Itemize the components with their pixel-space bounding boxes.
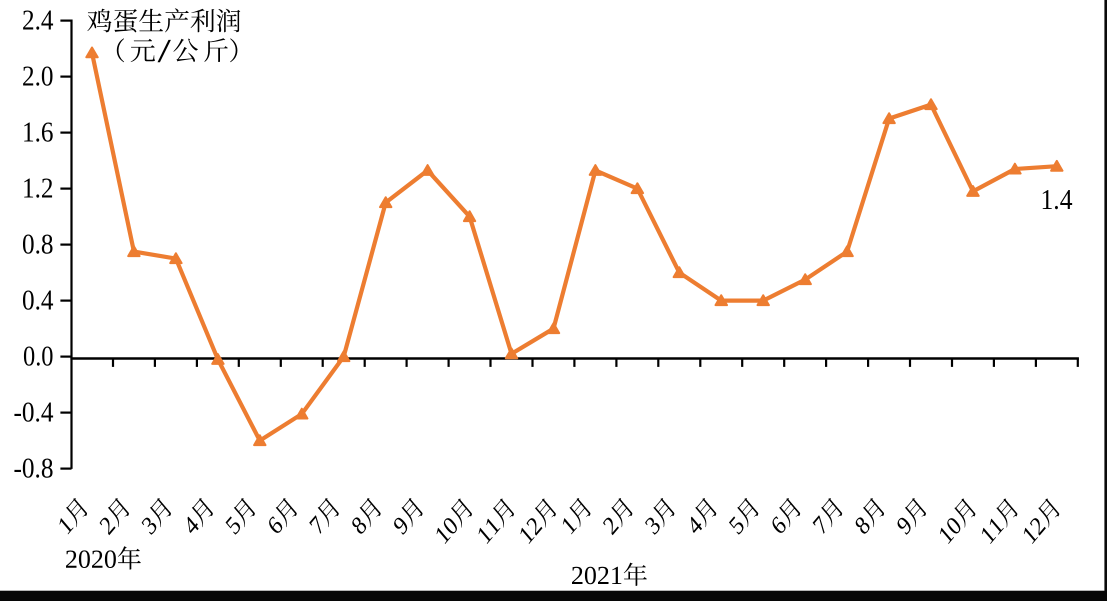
svg-text:2.4: 2.4 <box>22 6 54 37</box>
svg-text:-0.8: -0.8 <box>14 454 54 485</box>
svg-text:1.2: 1.2 <box>22 174 54 205</box>
svg-text:0.0: 0.0 <box>23 342 54 373</box>
svg-text:2.0: 2.0 <box>22 62 54 93</box>
svg-text:0.8: 0.8 <box>22 230 54 261</box>
svg-text:1.6: 1.6 <box>22 118 54 149</box>
svg-text:0.4: 0.4 <box>22 286 54 317</box>
svg-text:1.4: 1.4 <box>1041 185 1073 216</box>
svg-text:-0.4: -0.4 <box>14 398 54 429</box>
